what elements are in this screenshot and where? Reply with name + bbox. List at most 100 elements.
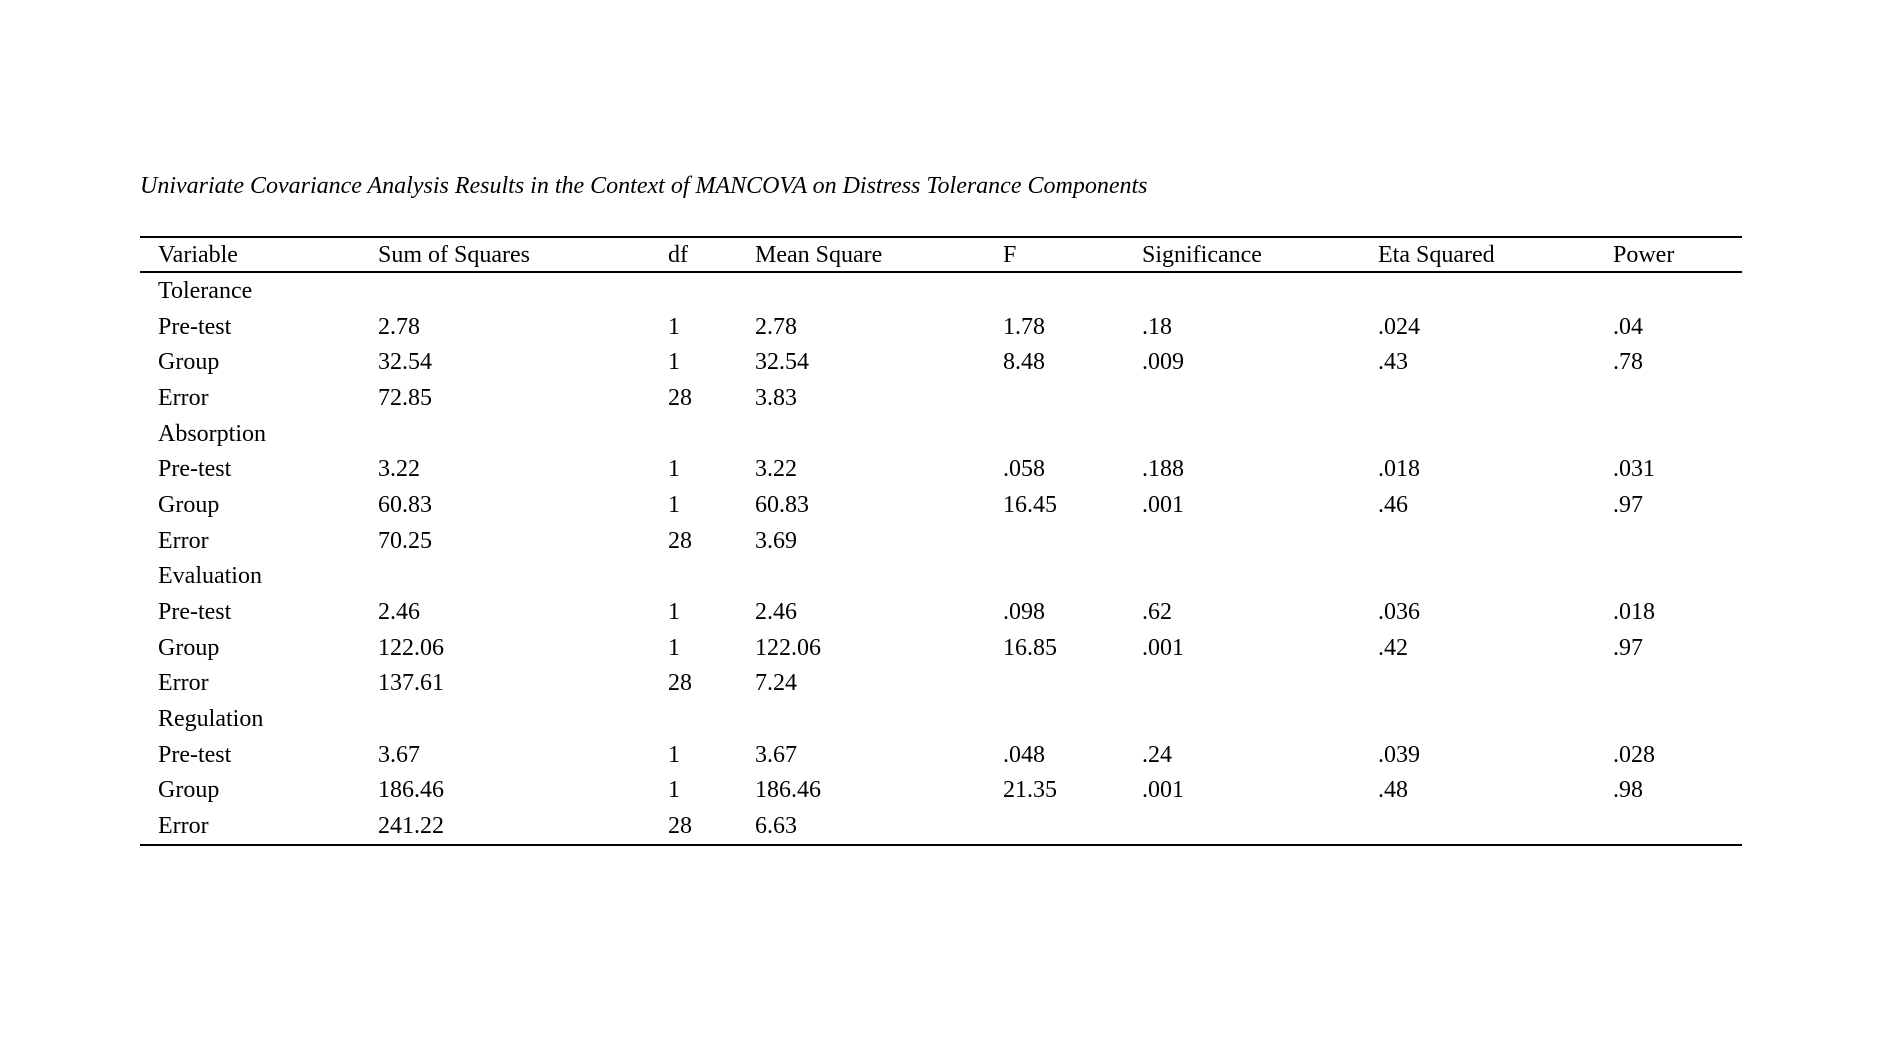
table-cell: 32.54 [755,349,809,376]
table-cell [1613,416,1742,452]
table-cell: 2.78 [755,313,797,340]
table-cell: .18 [1142,313,1172,340]
table-cell [1003,808,1142,846]
table-cell [1142,272,1378,309]
table-cell: 3.83 [755,384,797,411]
table-cell [1142,523,1378,559]
section-row: Tolerance [140,272,1742,309]
table-cell: 16.85 [1003,634,1057,661]
table-cell [1613,701,1742,737]
column-header-variable: Variable [140,236,378,273]
table-row: Pre-test 2.46 1 2.46 .098 .62 .036 .018 [140,594,1742,630]
column-header-sum-of-squares: Sum of Squares [378,236,668,273]
table-cell [755,701,1003,737]
table-cell: .43 [1378,349,1408,376]
table-cell: .97 [1613,491,1643,518]
table-cell [1003,272,1142,309]
section-label: Absorption [158,420,266,447]
table-cell [1613,272,1742,309]
table-cell [1613,523,1742,559]
table-cell: .97 [1613,634,1643,661]
table-cell: 21.35 [1003,777,1057,804]
table-row: Error 137.61 28 7.24 [140,666,1742,702]
table-cell: .001 [1142,491,1184,518]
table-cell [668,272,755,309]
column-header-eta-squared: Eta Squared [1378,236,1613,273]
section-label: Tolerance [158,277,253,304]
table-cell: 122.06 [378,634,444,661]
table-cell [1378,523,1613,559]
row-label: Group [158,349,220,376]
table-cell [1613,666,1742,702]
table-cell: 1 [668,456,680,483]
table-cell: 1 [668,313,680,340]
table-cell: .048 [1003,741,1045,768]
table-cell: 137.61 [378,670,444,697]
table-cell: .018 [1378,456,1420,483]
row-label: Pre-test [158,741,232,768]
table-cell [1613,559,1742,595]
table-title: Univariate Covariance Analysis Results i… [140,173,1148,199]
table-cell [378,416,668,452]
table-cell [1003,380,1142,416]
table-cell: .42 [1378,634,1408,661]
table-cell: 28 [668,808,755,846]
table-row: Error 72.85 28 3.83 [140,380,1742,416]
table-cell [668,416,755,452]
table-cell [1378,701,1613,737]
table-cell: 2.46 [378,599,420,626]
table-row: Group 60.83 1 60.83 16.45 .001 .46 .97 [140,487,1742,523]
table-cell [668,559,755,595]
table-cell [378,272,668,309]
table-cell: .031 [1613,456,1655,483]
table-cell [378,559,668,595]
header-row: Variable Sum of Squares df Mean Square F… [140,236,1742,273]
row-label: Group [158,634,220,661]
table-cell: 1 [668,491,680,518]
table-cell: 1 [668,741,680,768]
table-cell: 60.83 [378,491,432,518]
row-label: Error [158,384,209,411]
table-cell [1003,559,1142,595]
table-cell [1613,380,1742,416]
table-row: Error 70.25 28 3.69 [140,523,1742,559]
table-row: Pre-test 2.78 1 2.78 1.78 .18 .024 .04 [140,309,1742,345]
table-cell: 2.46 [755,599,797,626]
row-label: Error [158,527,209,554]
table-row: Error 241.22 28 6.63 [140,808,1742,846]
table-cell: 186.46 [755,777,821,804]
row-label: Group [158,491,220,518]
column-header-f: F [1003,236,1142,273]
column-header-mean-square: Mean Square [755,236,1003,273]
table-cell: .039 [1378,741,1420,768]
section-row: Regulation [140,701,1742,737]
table-cell [1142,701,1378,737]
table-cell: .04 [1613,313,1643,340]
table-cell: .62 [1142,599,1172,626]
table-cell: .024 [1378,313,1420,340]
table-cell: .018 [1613,599,1655,626]
table-cell: .028 [1613,741,1655,768]
section-row: Evaluation [140,559,1742,595]
column-header-power: Power [1613,236,1742,273]
section-label: Regulation [158,706,264,733]
table-cell: 186.46 [378,777,444,804]
column-header-significance: Significance [1142,236,1378,273]
table-cell: .46 [1378,491,1408,518]
table-cell [1003,666,1142,702]
table-cell: 1 [668,349,680,376]
row-label: Error [158,670,209,697]
table-row: Group 32.54 1 32.54 8.48 .009 .43 .78 [140,344,1742,380]
table-cell: 3.22 [378,456,420,483]
table-cell: 3.69 [755,527,797,554]
table-cell: 1 [668,634,680,661]
table-row: Pre-test 3.22 1 3.22 .058 .188 .018 .031 [140,451,1742,487]
section-label: Evaluation [158,563,262,590]
table-cell [1378,272,1613,309]
table-cell [378,701,668,737]
table-cell: 241.22 [378,808,668,846]
table-cell: 8.48 [1003,349,1045,376]
table-cell [1142,808,1378,846]
table-row: Group 186.46 1 186.46 21.35 .001 .48 .98 [140,773,1742,809]
